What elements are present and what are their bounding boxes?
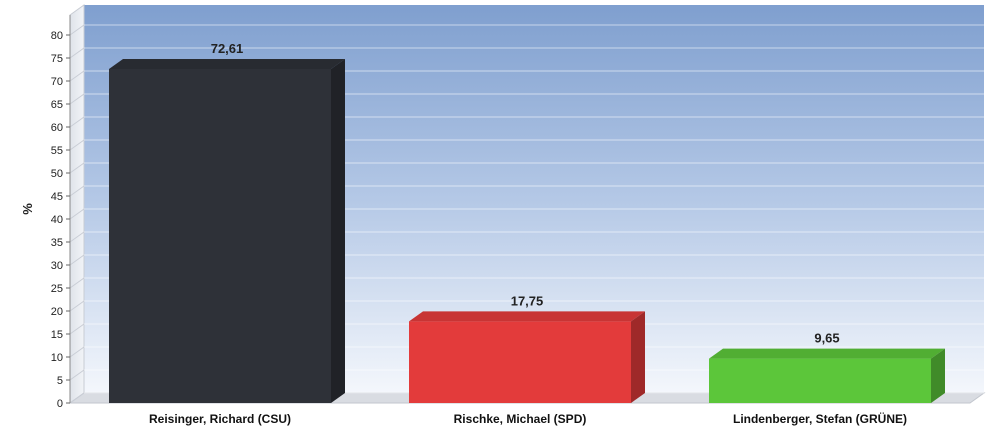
x-tick-label: Reisinger, Richard (CSU): [149, 412, 291, 426]
y-tick-label: 60: [51, 122, 63, 134]
y-tick-label: 35: [51, 237, 63, 249]
wall-gridline: [69, 185, 85, 197]
wall-gridline: [69, 47, 85, 59]
bar-side: [331, 58, 345, 404]
bar-side: [931, 348, 945, 403]
data-label: 17,75: [511, 293, 544, 308]
wall-gridline: [69, 24, 85, 36]
y-tick-label: 65: [51, 99, 63, 111]
y-tick-label: 45: [51, 191, 63, 203]
wall-gridline: [69, 162, 85, 174]
y-tick-label: 80: [51, 30, 63, 42]
wall-gridline: [69, 70, 85, 82]
data-label: 9,65: [814, 331, 839, 346]
wall-gridline: [69, 139, 85, 151]
y-tick-label: 10: [51, 352, 63, 364]
wall-gridline: [69, 116, 85, 128]
y-tick-label: 5: [57, 375, 63, 387]
y-tick-label: 75: [51, 53, 63, 65]
bar-top: [709, 348, 945, 359]
x-tick-label: Rischke, Michael (SPD): [454, 412, 587, 426]
bar-2: [409, 311, 645, 403]
x-tick-label: Lindenberger, Stefan (GRÜNE): [733, 411, 907, 426]
bar-3: [709, 348, 945, 403]
y-tick-label: 40: [51, 214, 63, 226]
bar-1: [109, 58, 345, 404]
data-label: 72,61: [211, 41, 244, 56]
wall-gridline: [69, 231, 85, 243]
y-tick-label: 50: [51, 168, 63, 180]
wall-gridline: [69, 93, 85, 105]
wall-gridline: [69, 392, 85, 404]
wall-gridline: [69, 254, 85, 266]
y-tick-label: 20: [51, 306, 63, 318]
y-tick-label: 15: [51, 329, 63, 341]
bar-front: [709, 358, 931, 403]
bar-front: [409, 321, 631, 403]
bar-front: [109, 68, 331, 403]
left-wall: [69, 4, 85, 404]
bar-side: [631, 311, 645, 403]
wall-gridline: [69, 323, 85, 335]
wall-gridline: [69, 300, 85, 312]
wall-gridline: [69, 277, 85, 289]
y-tick-label: 55: [51, 145, 63, 157]
y-axis-label: %: [20, 203, 35, 215]
y-tick-label: 30: [51, 260, 63, 272]
y-tick-label: 70: [51, 76, 63, 88]
bar-top: [409, 311, 645, 322]
y-tick-label: 25: [51, 283, 63, 295]
bar-top: [109, 58, 345, 69]
y-tick-label: 0: [57, 398, 63, 410]
wall-gridline: [69, 346, 85, 358]
wall-gridline: [69, 208, 85, 220]
wall-gridline: [69, 369, 85, 381]
